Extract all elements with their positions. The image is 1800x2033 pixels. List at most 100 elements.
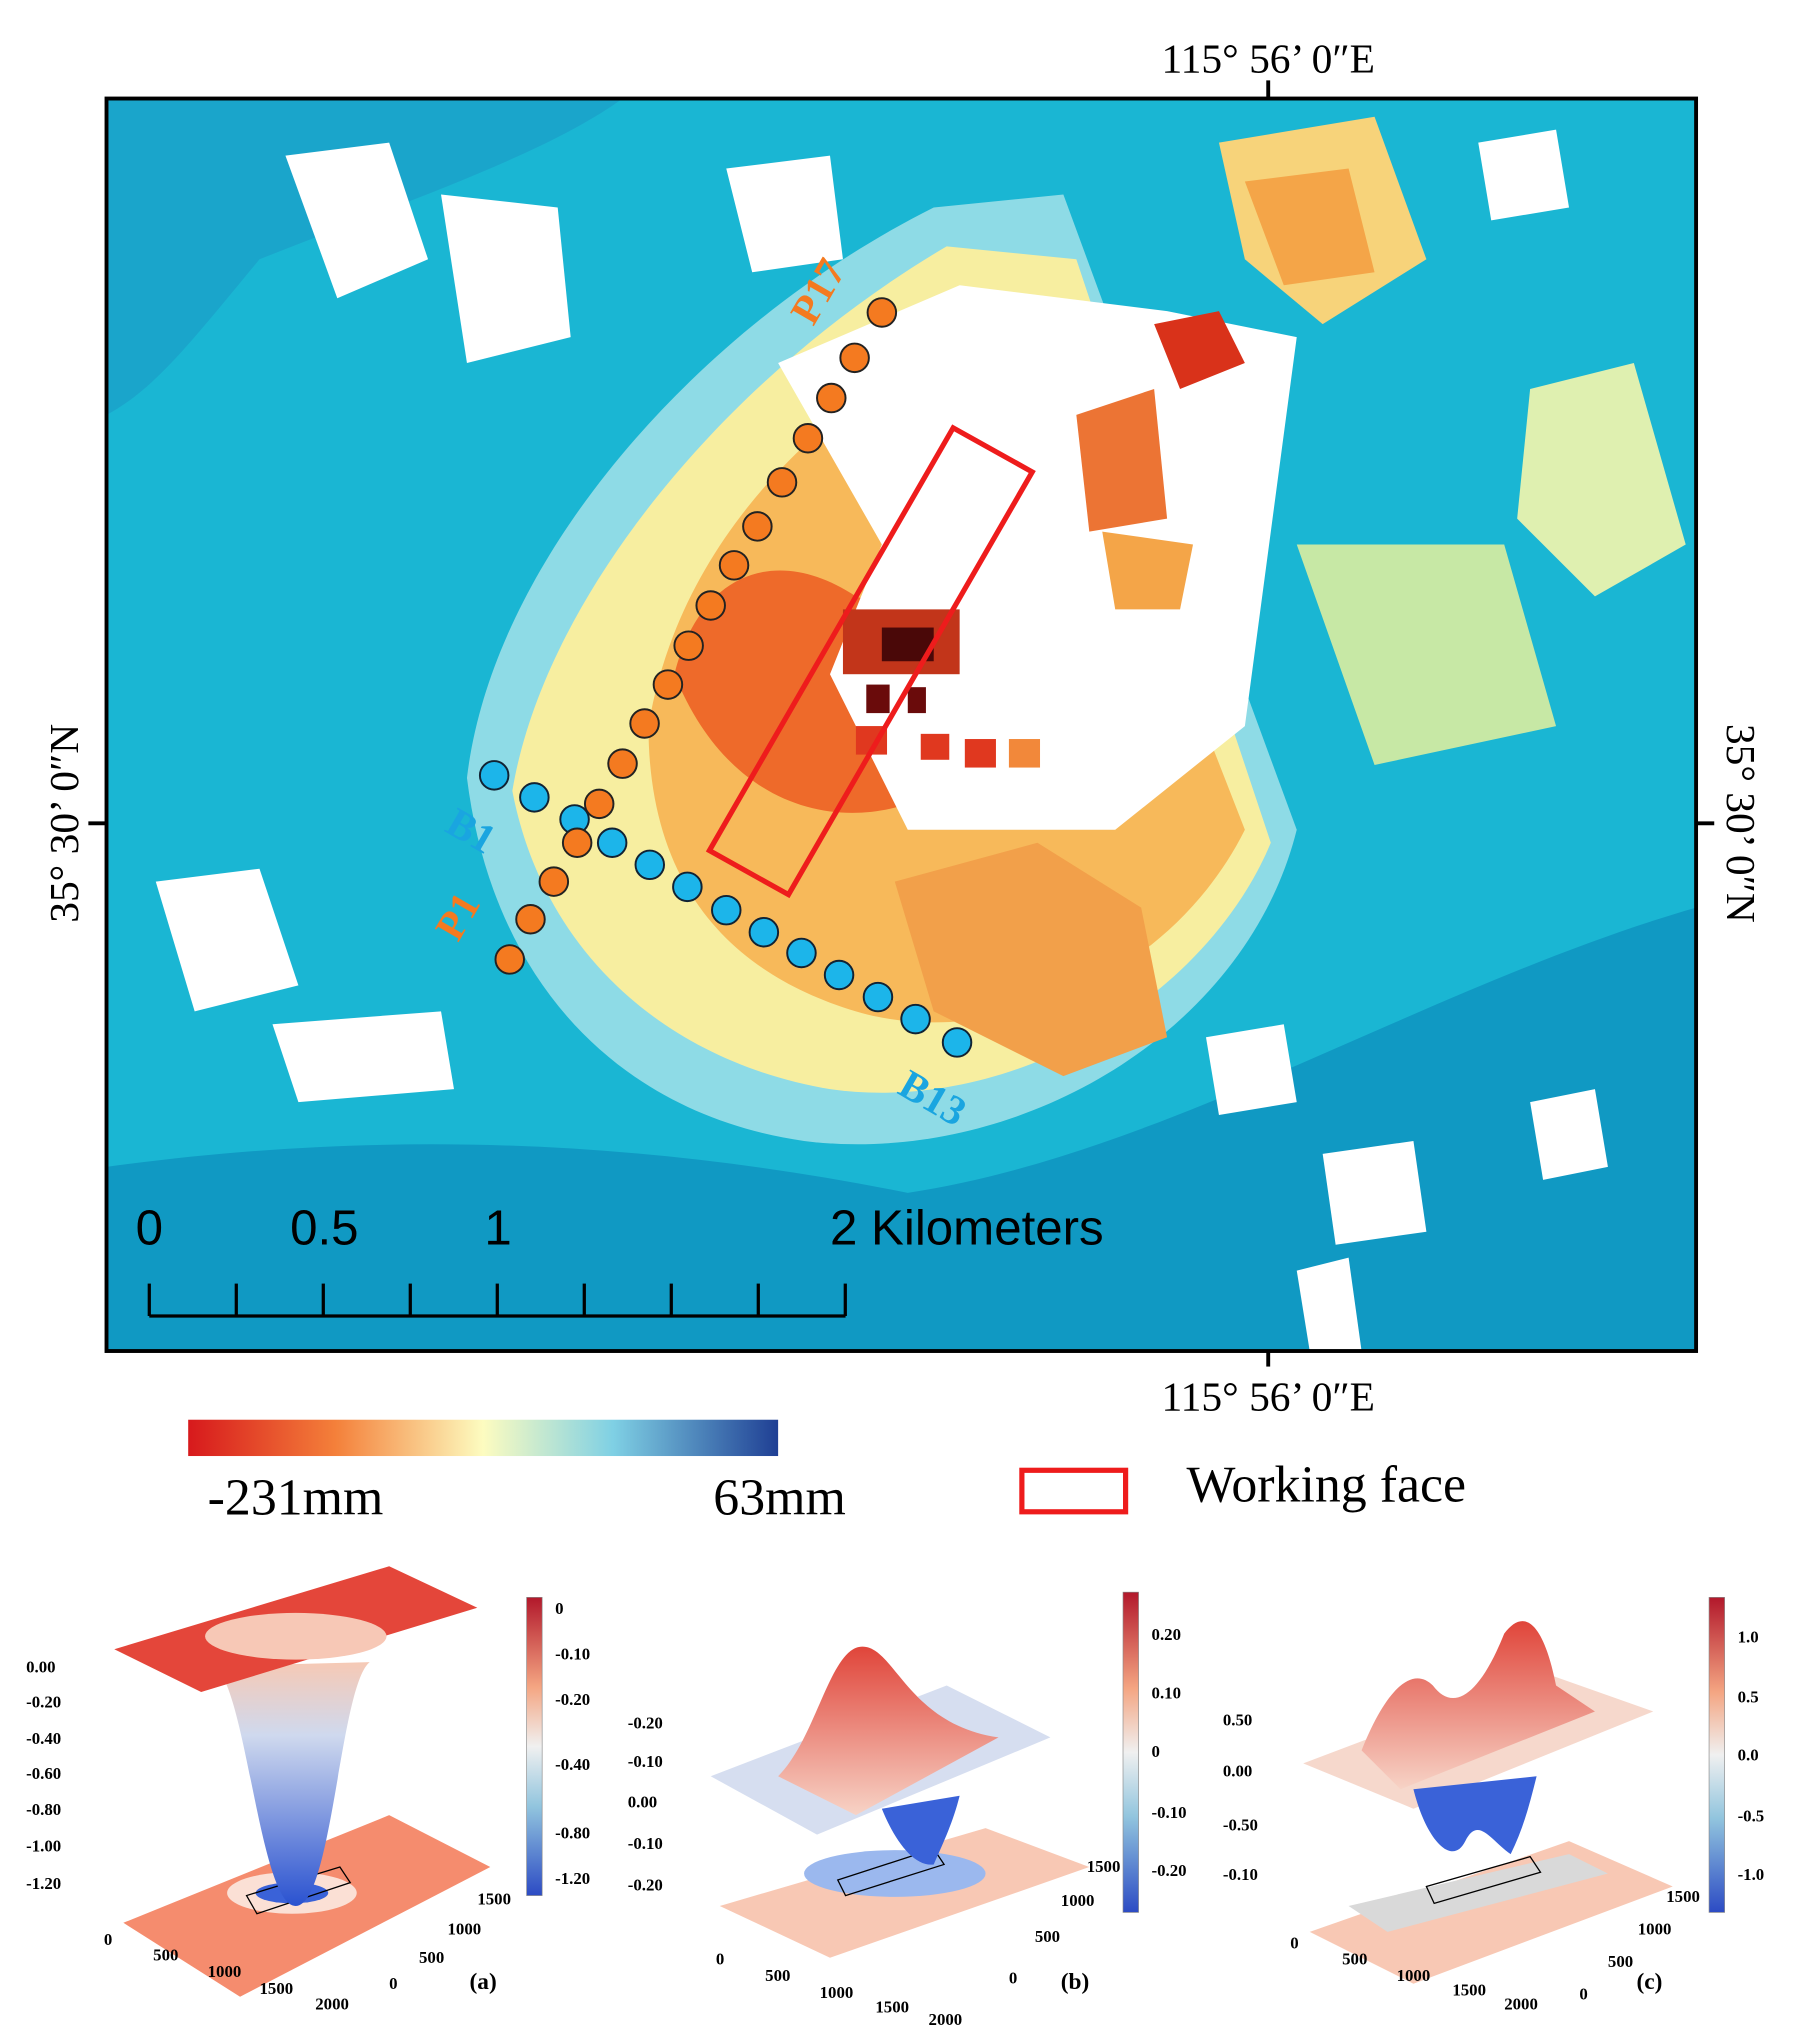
- panel-label: (c): [1636, 1969, 1662, 1995]
- scale-label: 0.5: [290, 1201, 358, 1256]
- latitude-label: 35° 30’ 0″N: [41, 724, 87, 923]
- z-tick-label: 0.00: [26, 1658, 55, 1677]
- b-point: [672, 871, 703, 903]
- x-tick-label: 2000: [315, 1995, 349, 2014]
- z-tick-label: -1.20: [26, 1874, 61, 1893]
- outline: [836, 1848, 946, 1897]
- colorbar-tick-label: -0.20: [1152, 1861, 1187, 1880]
- y-tick-label: 1000: [448, 1919, 482, 1938]
- colorbar-tick-label: -0.80: [555, 1824, 590, 1843]
- legend-swatch: [1019, 1467, 1129, 1515]
- panel-label: (a): [470, 1969, 497, 1995]
- p-point: [538, 866, 570, 897]
- p-point: [515, 904, 546, 935]
- p-point: [766, 467, 798, 498]
- z-tick-label: -0.60: [26, 1764, 61, 1783]
- p-point: [561, 827, 593, 858]
- panel-colorbar: [1122, 1591, 1139, 1913]
- p-point: [718, 550, 750, 581]
- surface-down: [881, 1795, 960, 1865]
- panels: 0.00-0.20-0.40-0.60-0.80-1.00-1.200-0.10…: [26, 1566, 1764, 2029]
- bottom-contour: [804, 1850, 986, 1897]
- x-tick-label: 1000: [820, 1983, 854, 2002]
- z-tick-label: -0.40: [26, 1729, 61, 1748]
- y-tick-label: 0: [389, 1974, 397, 1993]
- panel-colorbar: [526, 1597, 543, 1896]
- y-tick-label: 0: [1009, 1969, 1017, 1988]
- z-tick-label: -0.20: [628, 1713, 663, 1732]
- z-tick-label: 0.00: [628, 1792, 657, 1811]
- colorbar-tick-label: 0.0: [1738, 1746, 1759, 1765]
- x-tick-label: 1000: [1397, 1966, 1431, 1985]
- p-point: [839, 342, 870, 374]
- z-tick-label: -1.00: [26, 1836, 61, 1855]
- x-tick-label: 0: [104, 1930, 112, 1949]
- b-point: [748, 916, 780, 948]
- surface: [778, 1646, 999, 1816]
- b-point: [519, 782, 550, 813]
- b-point: [478, 760, 510, 791]
- colorbar-tick-label: 1.0: [1738, 1628, 1759, 1647]
- x-tick-label: 500: [153, 1945, 178, 1964]
- scale-label: 2 Kilometers: [830, 1201, 1104, 1256]
- p-point: [673, 630, 704, 661]
- working-face-outline: [705, 424, 1036, 899]
- y-tick-label: 500: [1035, 1927, 1060, 1946]
- colorbar-tick-label: -0.20: [555, 1690, 590, 1709]
- b-point: [862, 981, 894, 1013]
- colorbar-tick-label: 0: [555, 1599, 563, 1618]
- p-point: [792, 423, 824, 454]
- x-tick-label: 500: [765, 1966, 790, 1985]
- y-tick-label: 1500: [477, 1890, 511, 1909]
- y-tick-label: 1000: [1061, 1891, 1095, 1910]
- profile-points: [478, 297, 973, 1058]
- b-point: [634, 849, 665, 881]
- colorbar-tick-label: 0.10: [1152, 1683, 1181, 1702]
- colorbar-tick-label: -0.40: [555, 1755, 590, 1774]
- scale-label: 0: [136, 1201, 163, 1256]
- longitude-label: 115° 56’ 0″E: [1161, 1374, 1375, 1420]
- p-point: [695, 590, 726, 621]
- z-tick-label: -0.20: [628, 1875, 663, 1894]
- scale-bar: 0 0.5 1 2 Kilometers: [136, 1201, 1104, 1318]
- z-tick-label: -0.10: [1223, 1865, 1258, 1884]
- x-tick-label: 500: [1342, 1949, 1367, 1968]
- z-tick-label: -0.10: [628, 1834, 663, 1853]
- y-tick-label: 1500: [1087, 1857, 1121, 1876]
- y-tick-label: 1000: [1638, 1919, 1672, 1938]
- x-tick-label: 1500: [260, 1979, 294, 1998]
- x-tick-label: 2000: [1504, 1995, 1538, 2014]
- colorbar-tick-label: -0.10: [1152, 1803, 1187, 1822]
- surface: [1361, 1621, 1595, 1790]
- z-tick-label: 0.00: [1223, 1761, 1252, 1780]
- b-point: [596, 827, 628, 858]
- p-point: [652, 669, 684, 700]
- colorbar-tick-label: -0.10: [555, 1645, 590, 1664]
- p-point: [494, 944, 525, 975]
- y-tick-label: 1500: [1666, 1887, 1700, 1906]
- x-tick-label: 2000: [929, 2010, 963, 2029]
- x-tick-label: 0: [1290, 1934, 1298, 1953]
- bottom-band: [1348, 1854, 1608, 1932]
- z-tick-label: -0.20: [26, 1693, 61, 1712]
- colorbar-tick-label: 0: [1152, 1742, 1160, 1761]
- top-hole: [205, 1612, 387, 1660]
- p-point: [866, 297, 898, 328]
- b-point: [941, 1027, 973, 1058]
- p-point: [816, 382, 847, 414]
- latitude-label: 35° 30’ 0″N: [1718, 724, 1764, 923]
- x-tick-label: 1500: [875, 1997, 909, 2016]
- y-tick-label: 0: [1579, 1984, 1587, 2003]
- x-tick-label: 0: [716, 1949, 724, 1968]
- p-point: [607, 748, 638, 779]
- colorbar-tick-label: -1.20: [555, 1869, 590, 1888]
- z-tick-label: -0.80: [26, 1800, 61, 1819]
- outline: [1425, 1855, 1542, 1905]
- b-point: [823, 959, 855, 991]
- z-tick-label: -0.50: [1223, 1816, 1258, 1835]
- colorbar-tick-label: -1.0: [1738, 1865, 1765, 1884]
- colorbar-tick-label: 0.20: [1152, 1625, 1181, 1644]
- scale-label: 1: [484, 1201, 511, 1256]
- y-tick-label: 500: [1608, 1952, 1633, 1971]
